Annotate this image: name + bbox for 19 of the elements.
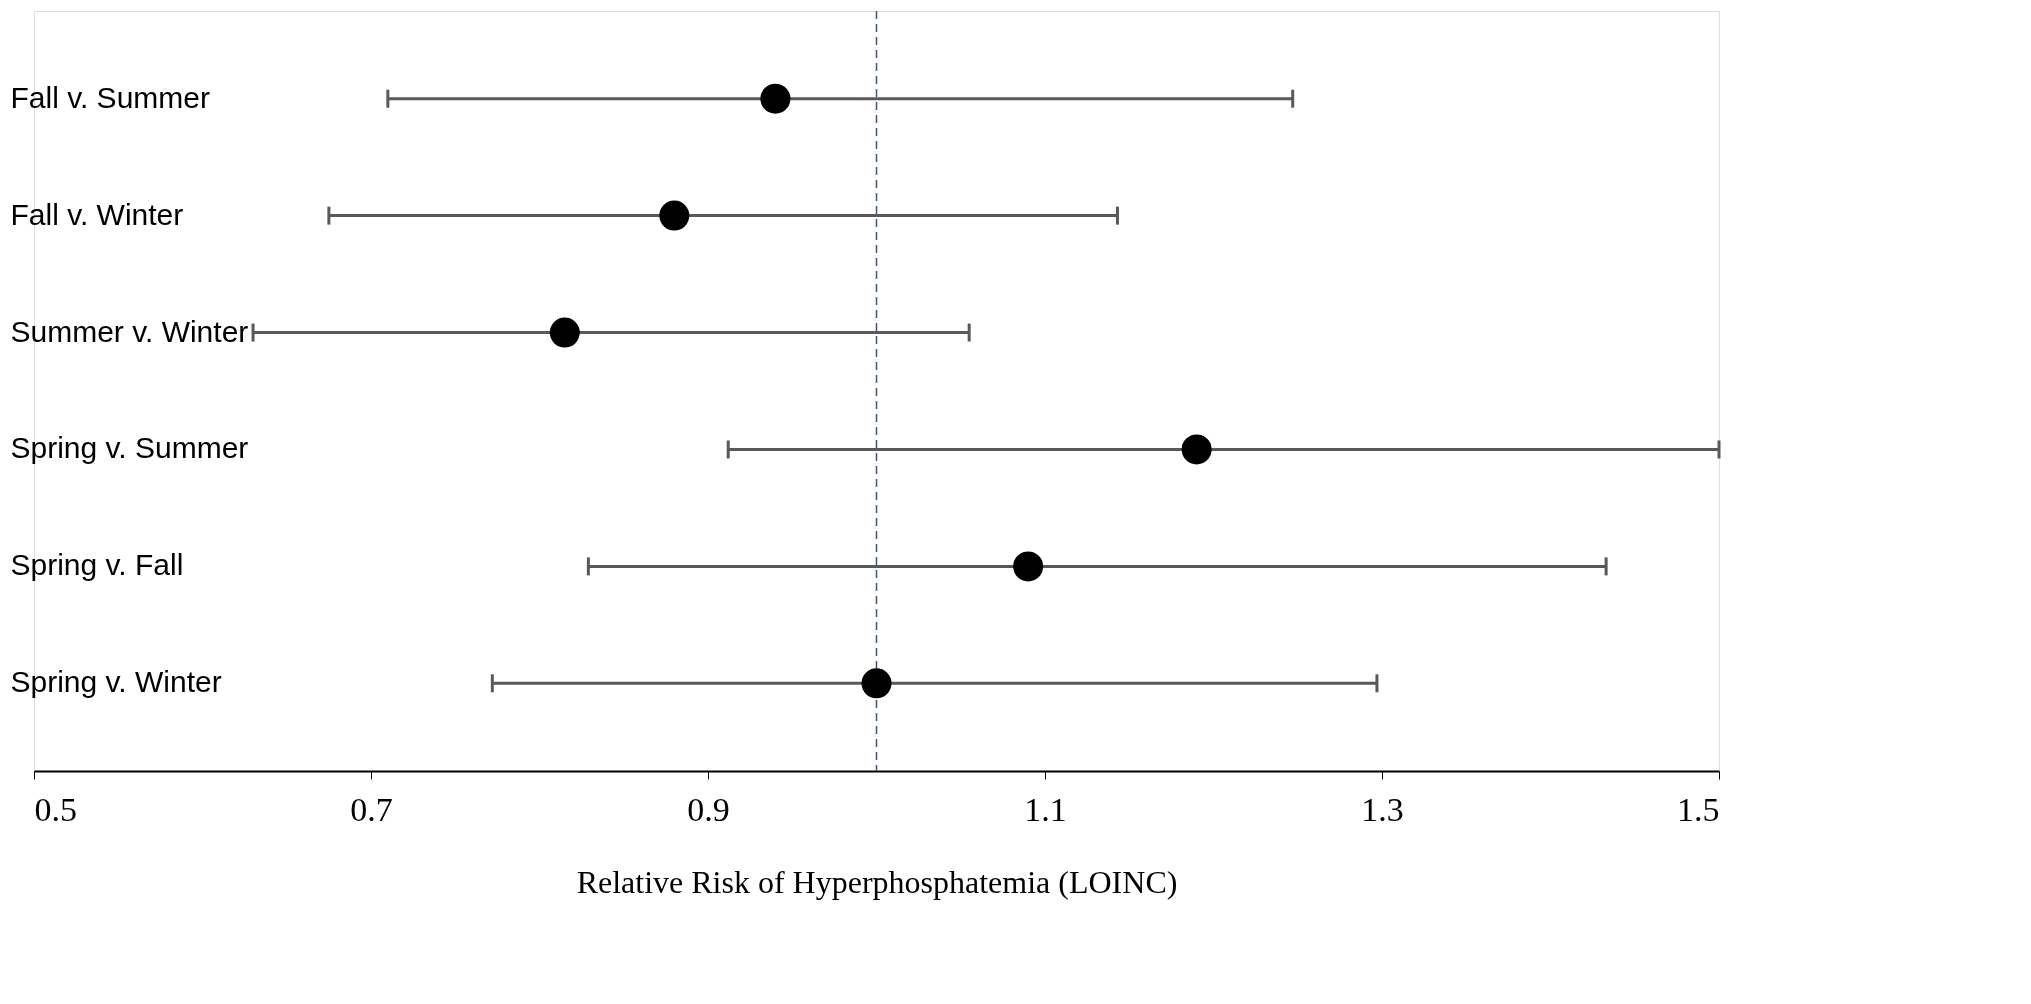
y-tick-label: Spring v. Fall [10, 548, 184, 582]
point [1013, 551, 1044, 582]
x-tick-label: 0.7 [350, 790, 393, 828]
point [659, 200, 690, 231]
y-tick-label: Fall v. Winter [10, 197, 184, 231]
point [760, 83, 791, 114]
x-axis-title: Relative Risk of Hyperphosphatemia (LOINC) [576, 863, 1178, 900]
point [1181, 434, 1212, 465]
y-tick-label: Summer v. Winter [10, 314, 249, 348]
x-tick-label: 1.5 [1677, 790, 1720, 828]
y-tick-label: Spring v. Summer [10, 431, 249, 465]
point [549, 317, 580, 348]
y-tick-label: Spring v. Winter [10, 665, 222, 699]
x-tick-label: 1.1 [1024, 790, 1067, 828]
x-tick-label: 0.9 [687, 790, 730, 828]
point [861, 668, 892, 699]
x-tick-label: 1.3 [1361, 790, 1404, 828]
x-tick-label: 0.5 [34, 790, 77, 828]
y-tick-label: Fall v. Summer [10, 80, 210, 114]
